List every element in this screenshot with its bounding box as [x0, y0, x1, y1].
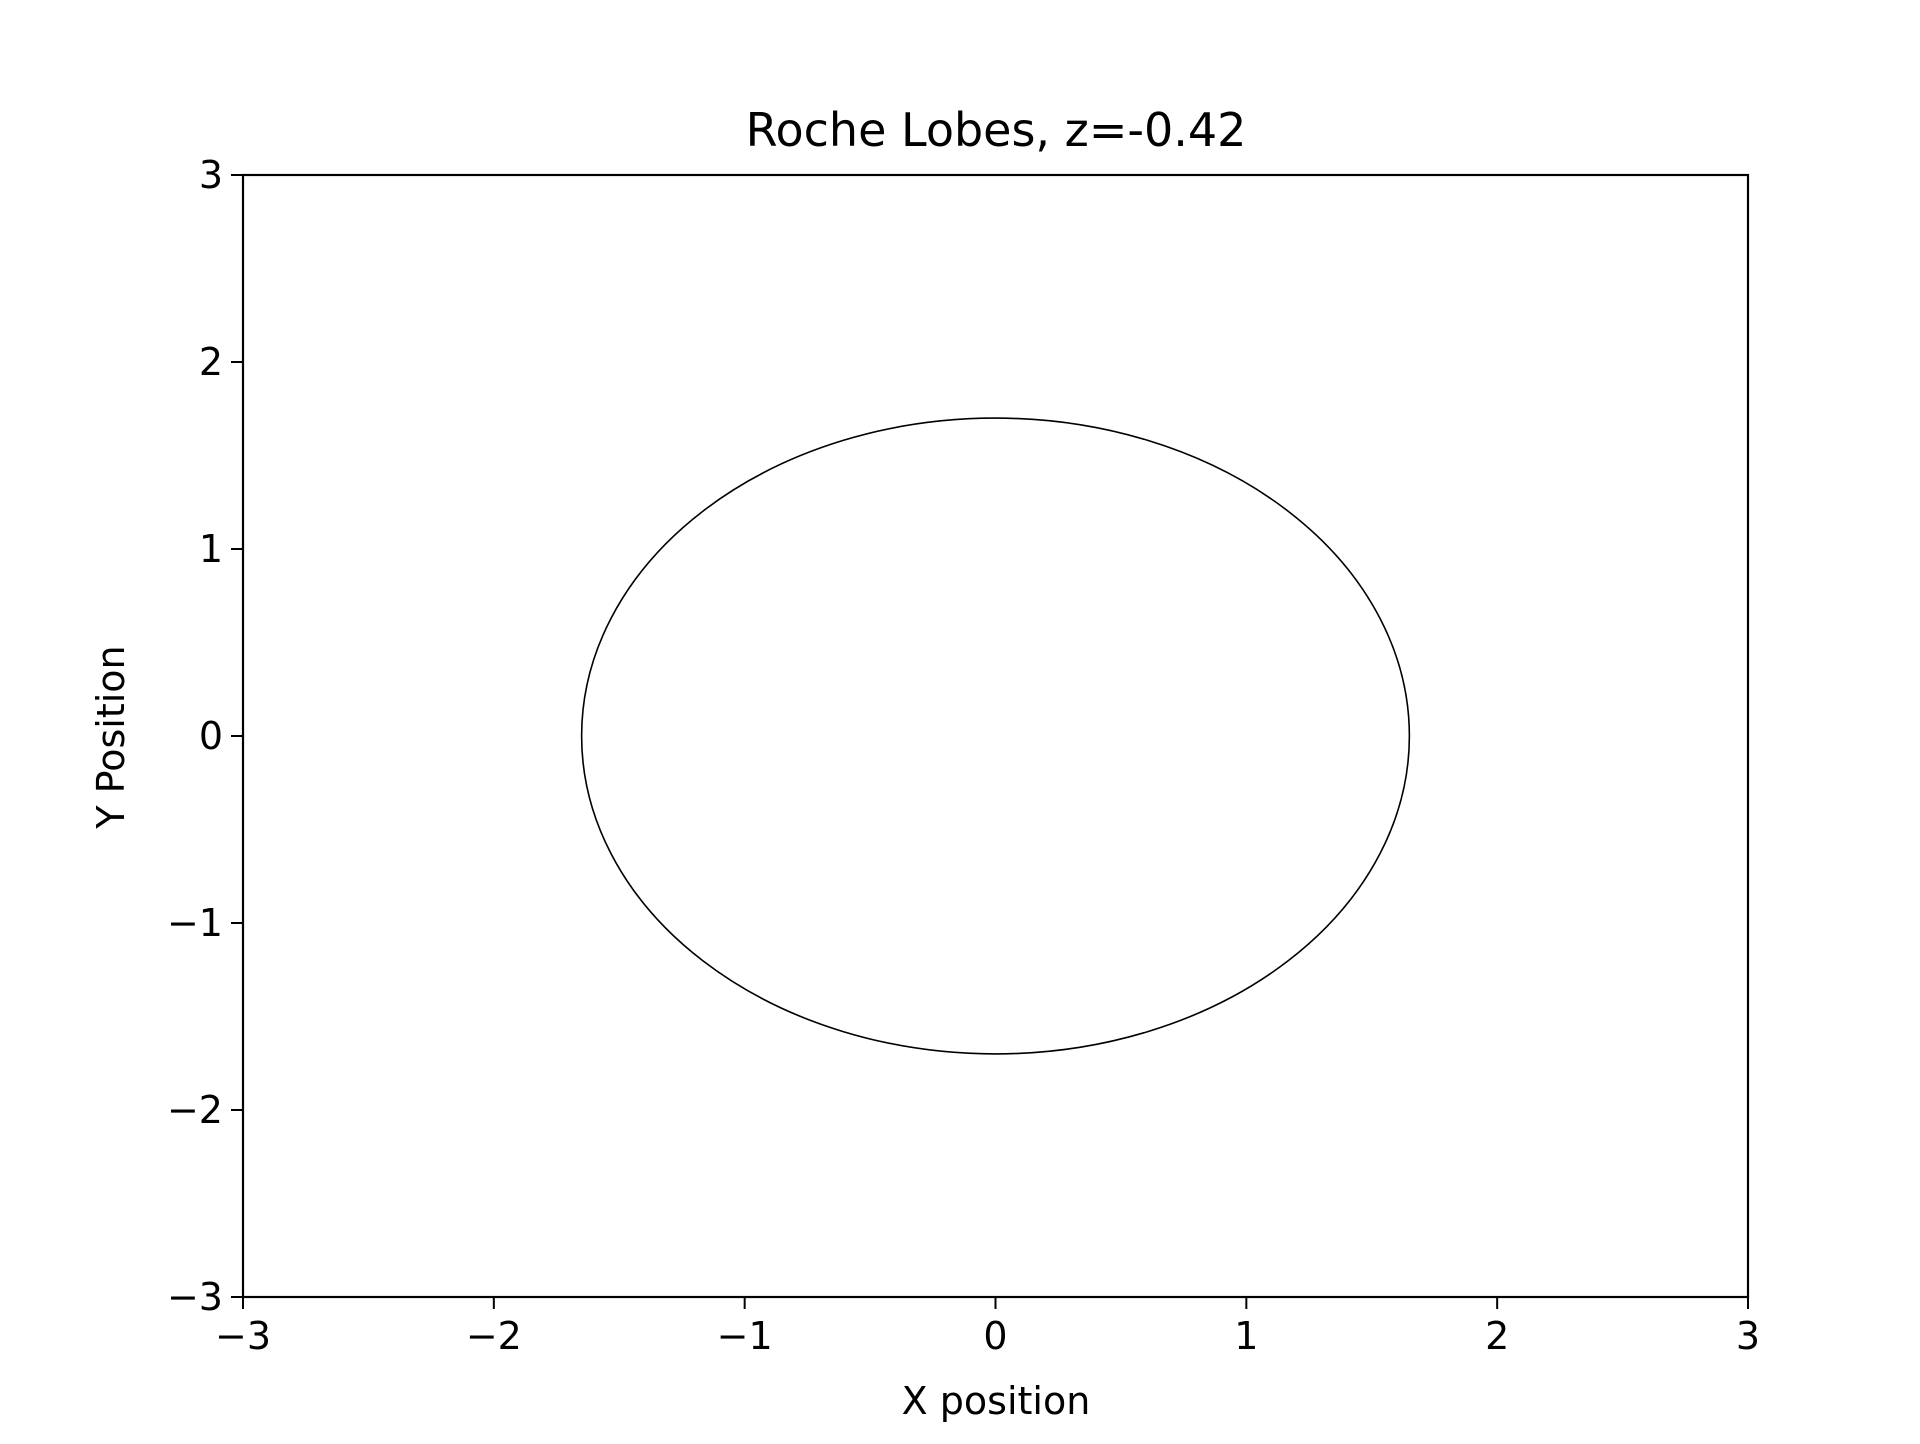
y-tick-label: 3: [199, 153, 223, 197]
y-axis-label: Y Position: [89, 645, 133, 829]
x-tick-label: 3: [1736, 1314, 1760, 1358]
y-tick-label: −2: [167, 1088, 223, 1132]
x-axis-label: X position: [902, 1379, 1091, 1423]
y-tick-label: −3: [167, 1275, 223, 1319]
y-tick-label: −1: [167, 901, 223, 945]
x-tick-label: 2: [1485, 1314, 1509, 1358]
roche-lobe-contour: [580, 417, 1411, 1055]
chart-title: Roche Lobes, z=-0.42: [746, 103, 1247, 157]
y-tick-label: 1: [199, 527, 223, 571]
x-tick-label: −3: [215, 1314, 271, 1358]
y-axis: −3 −2 −1 0 1 2 3: [167, 153, 243, 1319]
x-tick-label: −1: [717, 1314, 773, 1358]
y-tick-label: 2: [199, 340, 223, 384]
x-tick-label: −2: [466, 1314, 522, 1358]
y-tick-label: 0: [199, 714, 223, 758]
x-tick-label: 1: [1234, 1314, 1258, 1358]
x-axis: −3 −2 −1 0 1 2 3: [215, 1297, 1760, 1358]
x-tick-label: 0: [983, 1314, 1007, 1358]
